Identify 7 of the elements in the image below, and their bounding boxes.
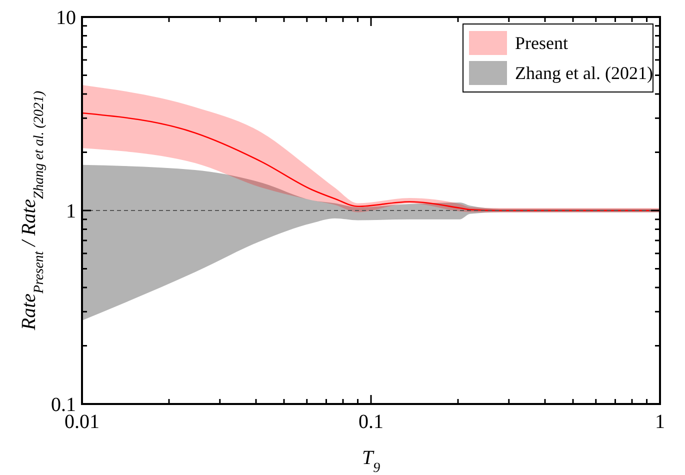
legend-label: Zhang et al. (2021)	[515, 63, 653, 83]
legend-label: Present	[515, 33, 568, 53]
x-tick-label: 0.1	[358, 411, 384, 433]
y-tick-label: 10	[56, 7, 76, 29]
x-axis-title: T$_{9}$	[362, 447, 380, 475]
x-tick-label: 1	[655, 411, 665, 433]
y-tick-label: 1	[66, 200, 76, 222]
